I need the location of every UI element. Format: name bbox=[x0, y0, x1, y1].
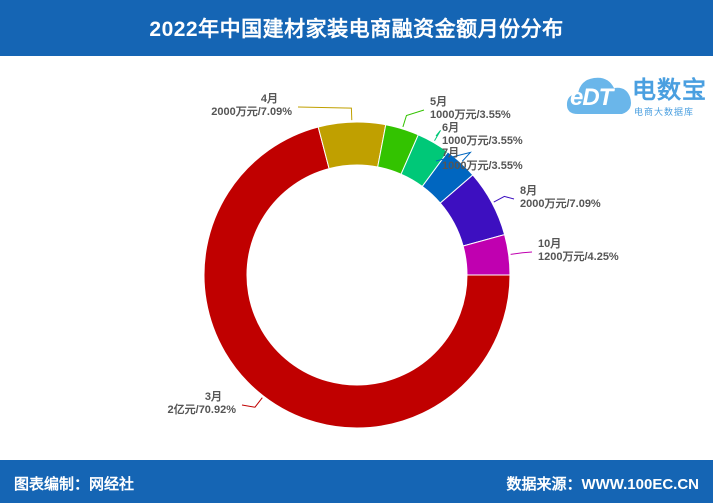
leader-line-3月 bbox=[241, 397, 263, 408]
chart-area: 3月 2亿元/70.92% 4月 2000万元/7.09% 5月 1000万元/3.55%… bbox=[0, 56, 713, 460]
chart-header: 2022年中国建材家装电商融资金额月份分布 bbox=[0, 0, 713, 56]
slice-value-label: 2亿元/70.92% bbox=[168, 402, 237, 416]
leader-line-6月 bbox=[434, 130, 441, 142]
leader-line-8月 bbox=[493, 195, 515, 203]
dianshubao-logo: eDT 电数宝 电商大数据库 bbox=[564, 66, 712, 124]
donut-chart: 3月2亿元/70.92%4月2000万元/7.09%5月1000万元/3.55%… bbox=[168, 92, 619, 429]
logo-name: 电数宝 bbox=[632, 77, 707, 104]
leader-line-10月 bbox=[510, 251, 533, 255]
slice-4月 bbox=[317, 121, 387, 170]
slice-month-label: 4月 bbox=[261, 92, 278, 105]
slice-3月 bbox=[203, 126, 511, 429]
slice-value-label: 2000万元/7.09% bbox=[520, 197, 601, 210]
slice-month-label: 5月 bbox=[430, 95, 447, 108]
logo-mark: eDT bbox=[570, 84, 613, 111]
slice-month-label: 7月 bbox=[442, 146, 459, 159]
leader-lines bbox=[241, 106, 533, 408]
cloud-icon bbox=[566, 77, 631, 114]
donut-slices bbox=[203, 121, 511, 429]
slice-value-label: 1200万元/4.25% bbox=[538, 250, 619, 263]
leader-line-7月 bbox=[435, 151, 472, 162]
slice-month-label: 3月 bbox=[205, 390, 222, 403]
slice-month-label: 10月 bbox=[538, 237, 561, 250]
footer-source: 数据来源：WWW.100EC.CN bbox=[506, 476, 699, 493]
slice-value-label: 1000万元/3.55% bbox=[442, 134, 523, 147]
slice-month-label: 6月 bbox=[442, 121, 459, 134]
leader-line-5月 bbox=[402, 109, 425, 128]
chart-title: 2022年中国建材家装电商融资金额月份分布 bbox=[149, 18, 564, 41]
slice-value-label: 2000万元/7.09% bbox=[211, 105, 292, 118]
chart-footer: 图表编制：网经社 数据来源：WWW.100EC.CN bbox=[0, 460, 713, 503]
slice-10月 bbox=[462, 234, 511, 276]
slice-value-label: 1000万元/3.55% bbox=[442, 159, 523, 172]
logo-tagline: 电商大数据库 bbox=[634, 107, 695, 117]
slice-labels: 3月2亿元/70.92%4月2000万元/7.09%5月1000万元/3.55%… bbox=[168, 92, 619, 416]
leader-line-4月 bbox=[297, 106, 353, 121]
slice-value-label: 1000万元/3.55% bbox=[430, 108, 511, 121]
slice-month-label: 8月 bbox=[520, 184, 537, 197]
footer-credit: 图表编制：网经社 bbox=[14, 476, 135, 493]
